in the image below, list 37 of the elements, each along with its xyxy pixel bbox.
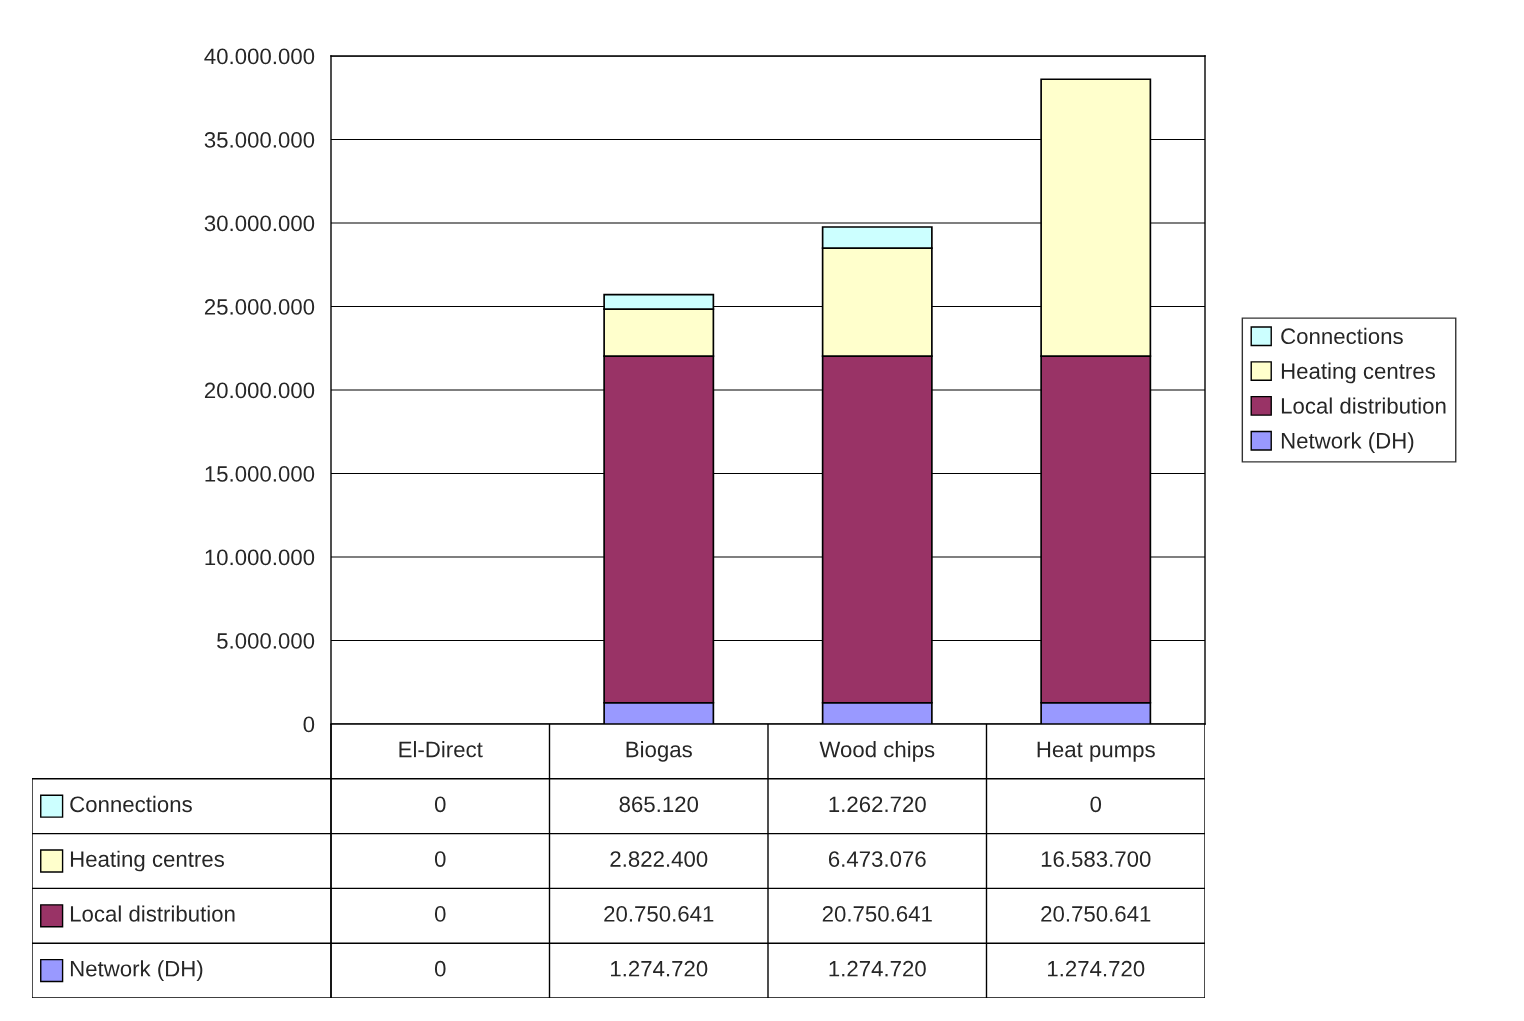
data-label: 0 (434, 796, 446, 813)
data-label: 1.274.720 (1048, 960, 1145, 977)
data-label: 1.274.720 (611, 960, 708, 977)
text: Connections (70, 795, 192, 813)
legend-label: Network (DH) (1281, 432, 1414, 453)
data-label: 20.750.641 (1041, 906, 1151, 922)
y-tick-label: 5.000.000 (217, 633, 315, 649)
data-label: 1.262.720 (829, 796, 926, 813)
y-tick-label: 25.000.000 (204, 299, 315, 315)
data-label: 865.120 (619, 796, 699, 813)
data-label: 6.473.076 (828, 851, 926, 867)
y-tick-label: 15.000.000 (205, 466, 315, 482)
data-label: 0 (434, 851, 446, 867)
data-label: 2.822.400 (610, 851, 708, 867)
y-tick-label: 35.000.000 (204, 132, 315, 148)
x-tick-label: El-Direct (399, 741, 483, 758)
data-label: 0 (1090, 796, 1102, 813)
data-label: 16.583.700 (1041, 851, 1151, 867)
x-tick-label: Wood chips (819, 741, 935, 762)
y-tick-label: 40.000.000 (204, 48, 315, 65)
text: Heating centres (70, 850, 224, 872)
legend-label: Heating centres (1281, 362, 1435, 384)
data-label: 20.750.641 (822, 906, 932, 922)
data-label: 0 (434, 960, 446, 977)
y-tick-label: 10.000.000 (205, 549, 315, 566)
y-tick-label: 20.000.000 (204, 382, 315, 399)
data-label: 0 (434, 906, 446, 922)
text: Local distribution (70, 905, 235, 922)
legend-label: Connections (1281, 327, 1403, 345)
y-tick-label: 30.000.000 (204, 215, 315, 232)
text: Network (DH) (70, 960, 203, 981)
y-tick-label: 0 (303, 716, 315, 733)
data-label: 1.274.720 (829, 960, 926, 977)
x-tick-label: Biogas (626, 741, 692, 762)
data-label: 20.750.641 (604, 906, 714, 922)
legend-label: Local distribution (1281, 397, 1446, 414)
x-tick-label: Heat pumps (1037, 741, 1155, 762)
